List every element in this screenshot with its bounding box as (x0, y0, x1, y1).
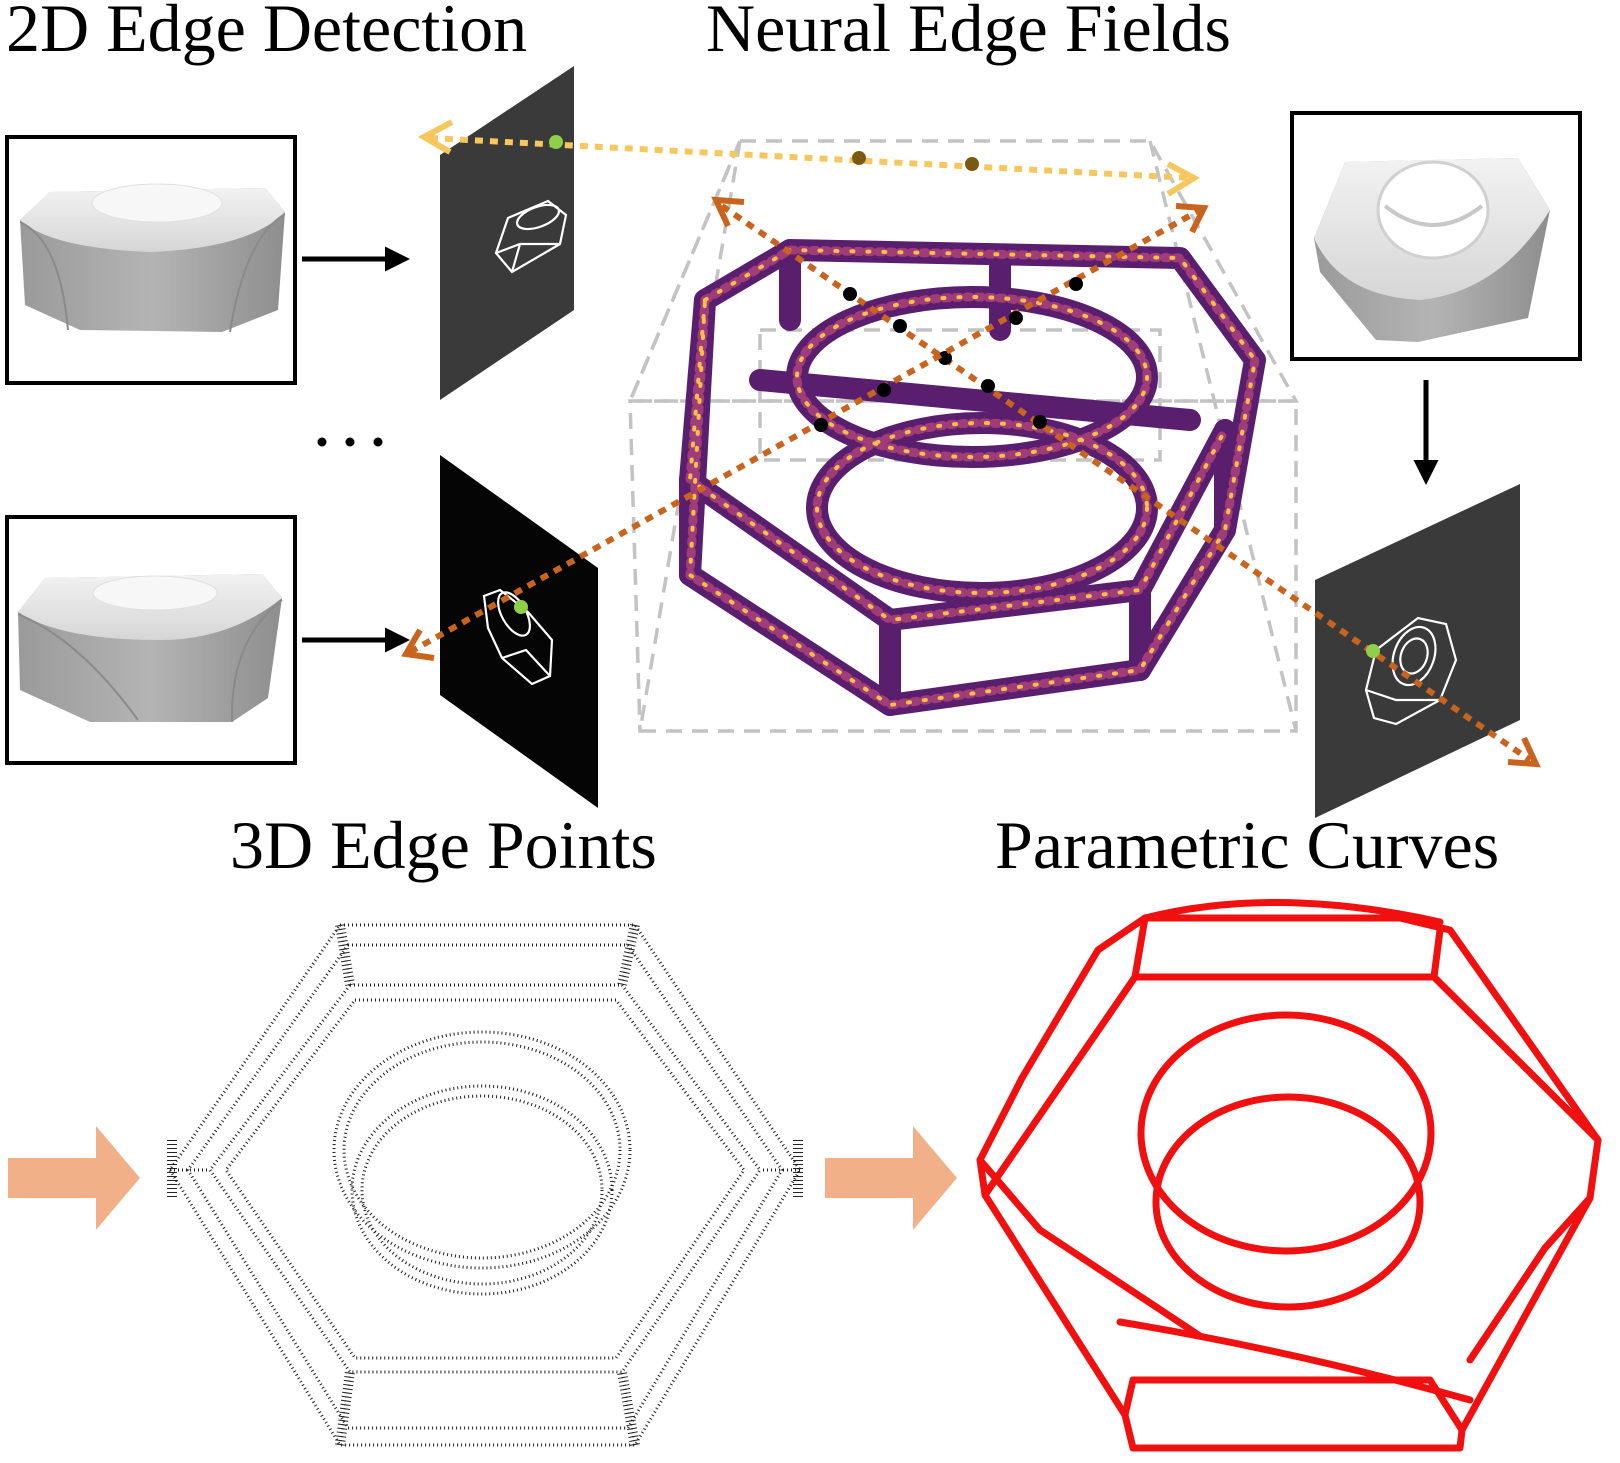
right-arrow-icon (825, 1126, 957, 1230)
ray-orange-1 (711, 196, 1541, 768)
neural-edge-field (627, 139, 1299, 733)
edge-map-panel-1 (440, 66, 574, 400)
edge-map-panel-icon (1364, 616, 1458, 726)
edge-map-panel-3 (1315, 484, 1520, 818)
ray-yellow (417, 119, 1201, 197)
input-view-1 (5, 135, 297, 385)
hex-nut-render-icon (19, 183, 286, 333)
title-neural-edge-fields: Neural Edge Fields (706, 0, 1231, 66)
title-3d-edge-points: 3D Edge Points (230, 807, 657, 883)
edge-point-cloud (168, 923, 802, 1447)
parametric-curves (976, 898, 1602, 1452)
ellipsis-icon (317, 437, 383, 447)
edge-map-panel-icon (494, 199, 568, 274)
title-2d-edge-detection: 2D Edge Detection (6, 0, 528, 66)
right-arrow-icon (8, 1126, 140, 1230)
edge-point-cloud-dense (167, 923, 803, 1446)
ray-orange-2 (401, 203, 1209, 661)
input-view-3 (1290, 111, 1582, 361)
hex-nut-render-icon (1314, 158, 1550, 342)
hex-nut-render-icon (17, 574, 283, 723)
edge-map-panel-2 (440, 455, 598, 808)
input-view-2 (5, 515, 297, 765)
title-parametric-curves: Parametric Curves (995, 807, 1500, 883)
